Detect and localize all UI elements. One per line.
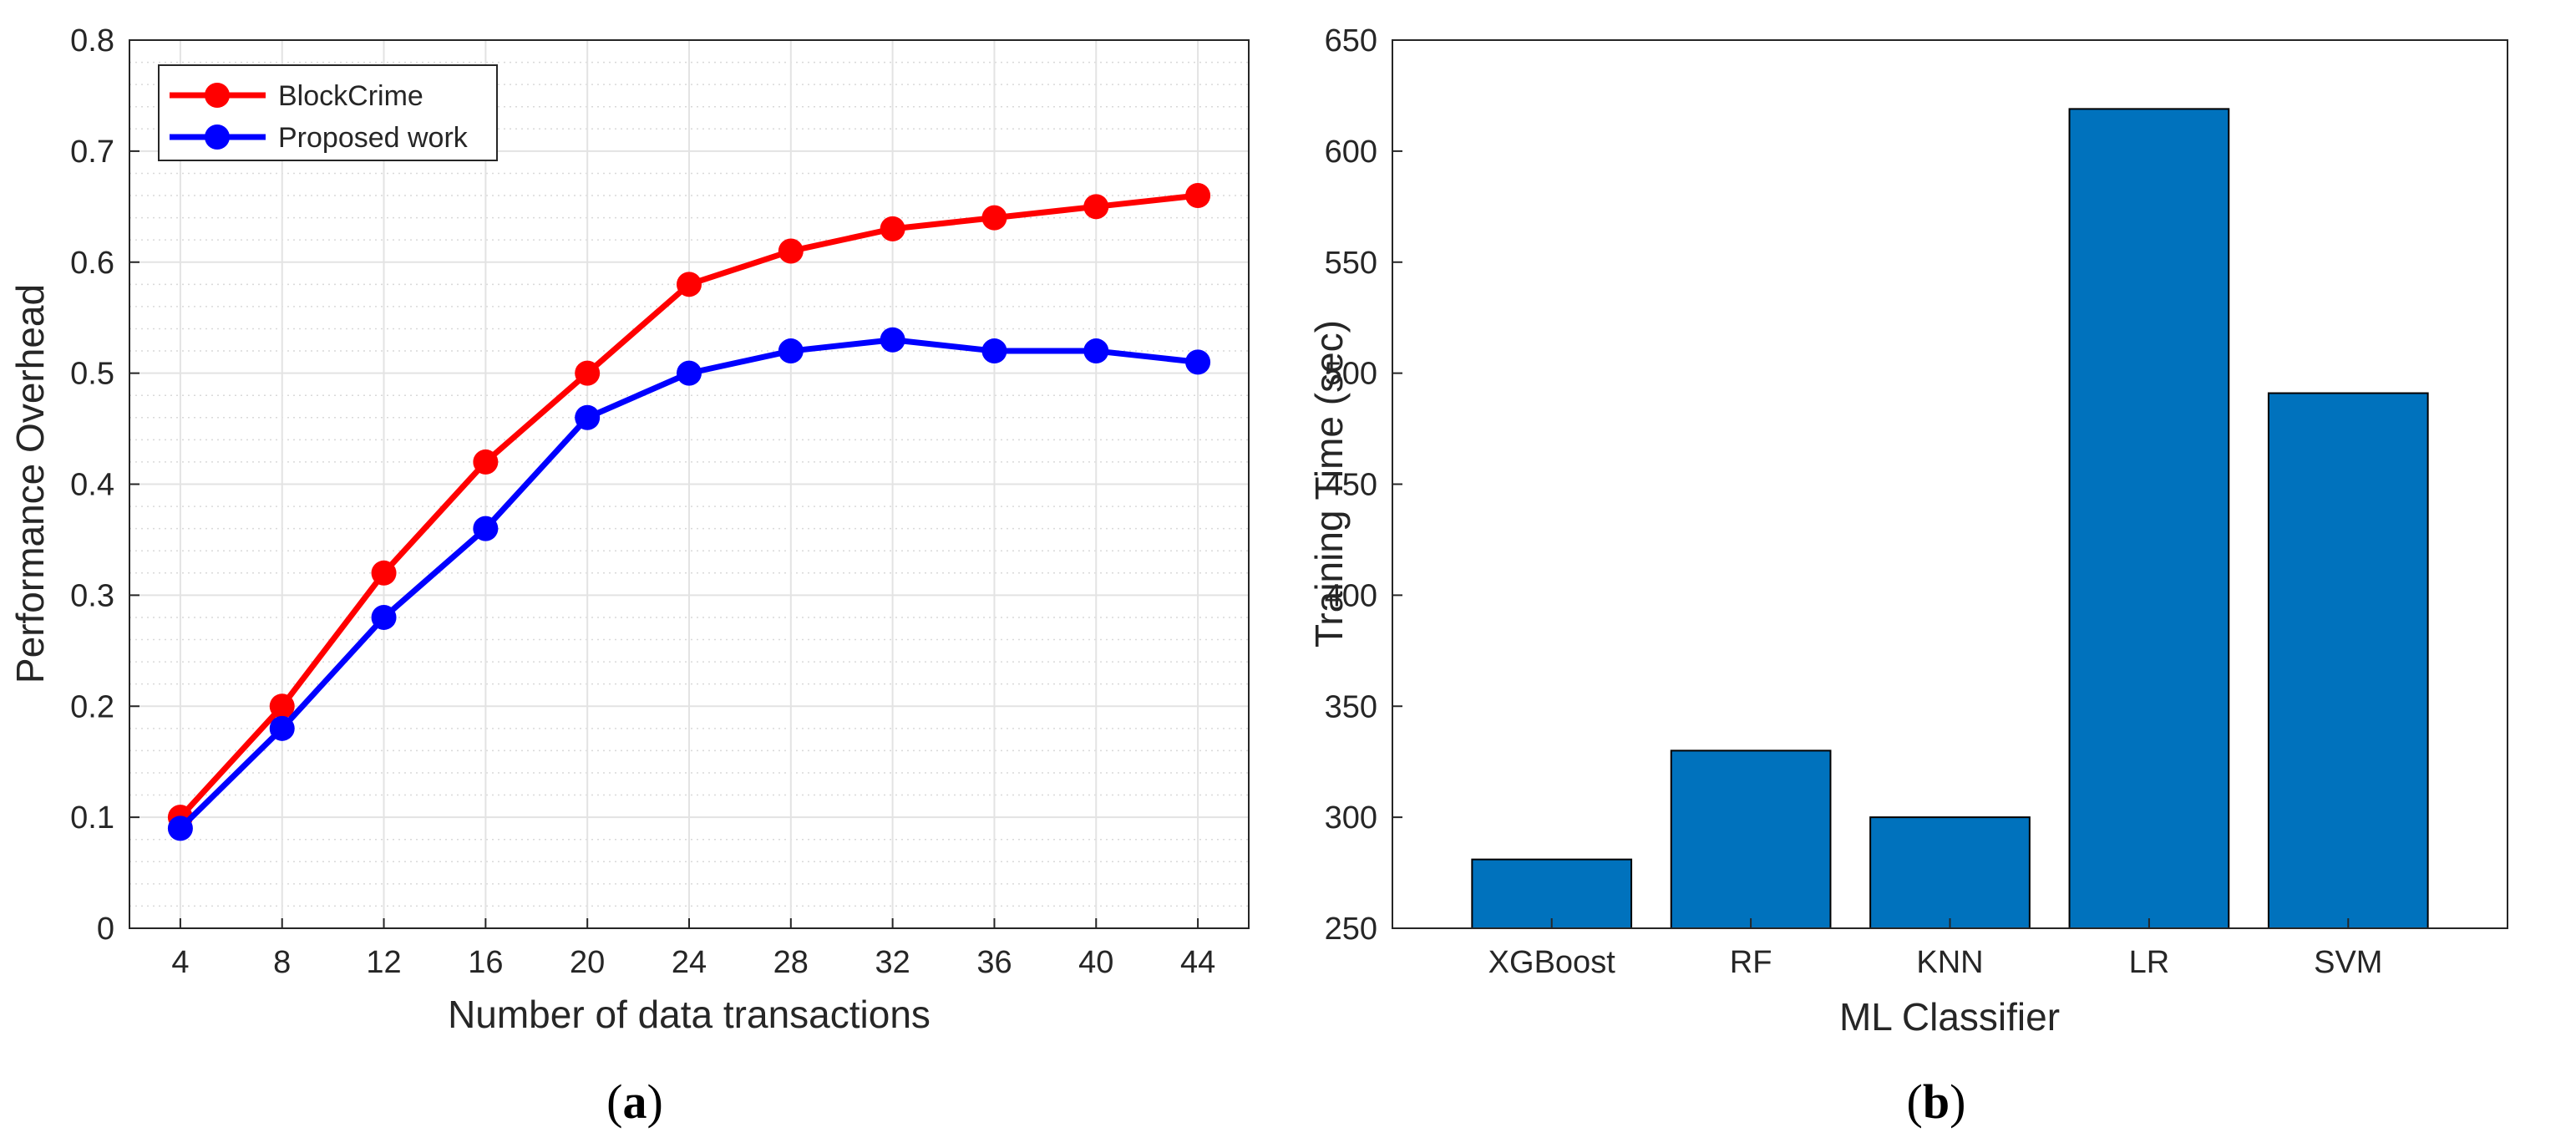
y-tick-label: 0.7	[70, 135, 114, 170]
y-tick-label: 300	[1325, 800, 1377, 836]
data-point-blockcrime	[575, 360, 601, 386]
y-tick-label: 450	[1325, 468, 1377, 503]
data-point-blockcrime	[1185, 183, 1211, 209]
legend-label-proposed-work: Proposed work	[278, 122, 469, 154]
y-axis-label-b: Training Time (sec)	[1307, 320, 1351, 648]
line-chart-panel-a: 0 0.1 0.2 0.3 0.4 0.5 0.6 0.7 0.8 4 8 12 16 20 24 28 32 3…	[8, 23, 1250, 1129]
data-point-proposed-work	[575, 404, 601, 430]
bar-chart-panel-b: 250 300 350 400 450 500 550 600 650 XGBoost RF KNN L…	[1307, 23, 2508, 1129]
data-point-proposed-work	[677, 360, 702, 386]
data-point-proposed-work	[371, 604, 397, 630]
y-tick-label: 250	[1325, 912, 1377, 947]
data-point-blockcrime	[677, 272, 702, 297]
y-tick-label: 0.3	[70, 578, 114, 613]
x-tick-label: LR	[2129, 945, 2170, 980]
x-tick-label: XGBoost	[1488, 945, 1616, 980]
x-tick-label: 4	[171, 945, 189, 980]
axis-ticks-a: 0 0.1 0.2 0.3 0.4 0.5 0.6 0.7 0.8 4 8 12 16 20 24 28 32 3…	[70, 23, 1215, 980]
data-point-proposed-work	[473, 516, 499, 541]
data-point-blockcrime	[269, 693, 295, 719]
bar-svm	[2267, 392, 2429, 930]
legend-marker-blockcrime	[205, 83, 230, 108]
legend-a: BlockCrime Proposed work	[158, 64, 498, 161]
x-axis-label-a: Number of data transactions	[448, 993, 931, 1036]
data-point-blockcrime	[778, 238, 804, 264]
y-tick-label: 0.8	[70, 23, 114, 58]
y-tick-label: 0.6	[70, 246, 114, 281]
data-point-proposed-work	[778, 338, 804, 364]
bar-knn	[1869, 816, 2031, 929]
data-point-proposed-work	[981, 338, 1007, 364]
y-tick-label: 0.5	[70, 357, 114, 392]
y-tick-label: 550	[1325, 246, 1377, 281]
data-point-blockcrime	[473, 449, 499, 475]
x-tick-label: 16	[468, 945, 503, 980]
data-point-blockcrime	[371, 560, 397, 586]
x-tick-label: 20	[570, 945, 605, 980]
y-tick-label: 650	[1325, 23, 1377, 58]
data-point-blockcrime	[880, 216, 905, 241]
panel-label-b: (b)	[1907, 1074, 1966, 1129]
data-point-blockcrime	[981, 205, 1007, 231]
legend-marker-proposed-work	[205, 124, 230, 150]
data-point-proposed-work	[1083, 338, 1109, 364]
x-tick-label: 44	[1180, 945, 1215, 980]
data-point-proposed-work	[167, 815, 193, 841]
data-point-blockcrime	[1083, 194, 1109, 220]
x-tick-label: SVM	[2314, 945, 2382, 980]
x-tick-label: 8	[273, 945, 291, 980]
x-tick-label: RF	[1730, 945, 1772, 980]
x-tick-label: 12	[366, 945, 401, 980]
y-tick-label: 0.4	[70, 468, 114, 503]
y-tick-label: 400	[1325, 578, 1377, 613]
x-tick-label: 28	[773, 945, 809, 980]
bar-rf	[1670, 749, 1832, 930]
data-point-proposed-work	[1185, 349, 1211, 375]
y-tick-label: 0.1	[70, 800, 114, 836]
x-tick-label: 36	[976, 945, 1012, 980]
bars-group-b	[1471, 108, 2429, 930]
y-tick-label: 600	[1325, 135, 1377, 170]
y-tick-label: 350	[1325, 689, 1377, 724]
x-tick-label: 24	[672, 945, 707, 980]
legend-label-blockcrime: BlockCrime	[278, 80, 423, 112]
y-axis-label-a: Performance Overhead	[8, 284, 52, 683]
bar-lr	[2068, 108, 2230, 929]
y-tick-label: 0.2	[70, 689, 114, 724]
x-tick-label: 40	[1078, 945, 1113, 980]
x-tick-label: KNN	[1916, 945, 1983, 980]
data-point-proposed-work	[880, 327, 905, 353]
axis-ticks-b: 250 300 350 400 450 500 550 600 650 XGBoost RF KNN L…	[1325, 23, 2383, 980]
data-point-proposed-work	[269, 715, 295, 741]
series-group-a	[167, 183, 1211, 841]
bar-xgboost	[1471, 858, 1633, 930]
panel-label-a: (a)	[606, 1074, 663, 1129]
y-tick-label: 0	[97, 912, 114, 947]
x-axis-label-b: ML Classifier	[1839, 995, 2060, 1039]
y-tick-label: 500	[1325, 357, 1377, 392]
x-tick-label: 32	[875, 945, 910, 980]
